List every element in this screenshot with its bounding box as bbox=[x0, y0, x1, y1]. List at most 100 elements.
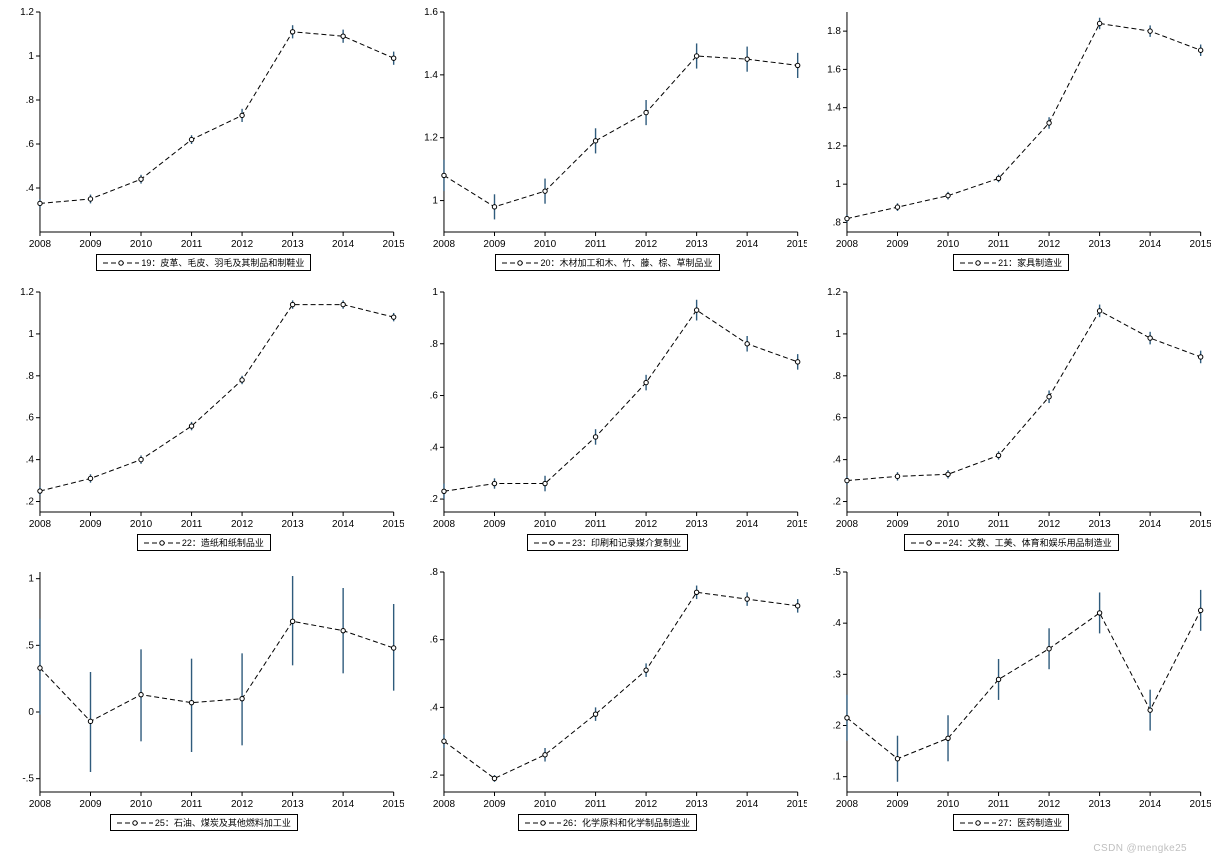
x-tick-label: 2009 bbox=[483, 239, 506, 250]
x-tick-label: 2012 bbox=[1038, 799, 1061, 810]
data-marker bbox=[492, 205, 496, 209]
x-tick-label: 2010 bbox=[130, 799, 153, 810]
data-marker bbox=[240, 378, 244, 382]
data-marker bbox=[845, 478, 849, 482]
data-marker bbox=[946, 193, 950, 197]
panel-p20: 11.21.41.6200820092010201120122013201420… bbox=[408, 4, 808, 280]
legend-label: 22：造纸和纸制品业 bbox=[182, 536, 264, 549]
y-tick-label: .2 bbox=[26, 497, 35, 508]
legend-box: 25：石油、煤炭及其他燃料加工业 bbox=[110, 814, 298, 831]
data-marker bbox=[189, 424, 193, 428]
chart-svg: .2.4.6.820082009201020112012201320142015 bbox=[408, 564, 808, 814]
x-tick-label: 2012 bbox=[635, 799, 658, 810]
series-line bbox=[847, 311, 1201, 481]
y-tick-label: .2 bbox=[429, 770, 438, 781]
data-marker bbox=[38, 666, 42, 670]
data-marker bbox=[38, 201, 42, 205]
panel-p21: .811.21.41.61.82008200920102011201220132… bbox=[811, 4, 1211, 280]
series-line bbox=[40, 305, 394, 491]
legend-label: 26：化学原料和化学制品制造业 bbox=[563, 816, 690, 829]
y-tick-label: .4 bbox=[833, 618, 842, 629]
x-tick-label: 2010 bbox=[937, 799, 960, 810]
y-tick-label: 1 bbox=[836, 329, 842, 340]
x-tick-label: 2013 bbox=[685, 519, 708, 530]
data-marker bbox=[1148, 29, 1152, 33]
x-tick-label: 2009 bbox=[483, 799, 506, 810]
data-marker bbox=[391, 646, 395, 650]
legend-box: 27：医药制造业 bbox=[953, 814, 1069, 831]
x-tick-label: 2013 bbox=[1089, 519, 1112, 530]
data-marker bbox=[997, 176, 1001, 180]
data-marker bbox=[240, 696, 244, 700]
plot-area: .1.2.3.4.5200820092010201120122013201420… bbox=[811, 564, 1211, 814]
x-tick-label: 2015 bbox=[1190, 519, 1211, 530]
data-marker bbox=[795, 63, 799, 67]
x-tick-label: 2011 bbox=[584, 799, 606, 810]
data-marker bbox=[997, 677, 1001, 681]
plot-area: .811.21.41.61.82008200920102011201220132… bbox=[811, 4, 1211, 254]
x-tick-label: 2009 bbox=[887, 799, 910, 810]
legend-symbol bbox=[103, 257, 139, 269]
x-tick-label: 2011 bbox=[584, 239, 606, 250]
data-marker bbox=[845, 216, 849, 220]
plot-area: .4.6.811.2200820092010201120122013201420… bbox=[4, 4, 404, 254]
data-marker bbox=[189, 700, 193, 704]
y-tick-label: .6 bbox=[429, 391, 438, 402]
data-marker bbox=[391, 56, 395, 60]
x-tick-label: 2010 bbox=[937, 239, 960, 250]
data-marker bbox=[542, 753, 546, 757]
x-tick-label: 2014 bbox=[1139, 519, 1162, 530]
y-tick-label: .6 bbox=[26, 139, 35, 150]
series-line bbox=[444, 56, 798, 207]
y-tick-label: .2 bbox=[429, 494, 438, 505]
y-tick-label: -.5 bbox=[22, 774, 34, 785]
x-tick-label: 2008 bbox=[836, 239, 859, 250]
y-tick-label: .6 bbox=[833, 413, 842, 424]
x-tick-label: 2015 bbox=[786, 799, 807, 810]
legend-wrap: 20：木材加工和木、竹、藤、棕、草制品业 bbox=[408, 254, 808, 280]
panel-p25: -.50.51200820092010201120122013201420152… bbox=[4, 564, 404, 840]
data-marker bbox=[290, 30, 294, 34]
legend-label: 24：文教、工美、体育和娱乐用品制造业 bbox=[949, 536, 1112, 549]
data-marker bbox=[896, 205, 900, 209]
legend-label: 20：木材加工和木、竹、藤、棕、草制品业 bbox=[540, 256, 712, 269]
y-tick-label: 1 bbox=[28, 329, 34, 340]
legend-wrap: 21：家具制造业 bbox=[811, 254, 1211, 280]
y-tick-label: 1.2 bbox=[424, 133, 438, 144]
x-tick-label: 2014 bbox=[736, 519, 759, 530]
x-tick-label: 2014 bbox=[332, 799, 355, 810]
y-tick-label: 1 bbox=[28, 51, 34, 62]
data-marker bbox=[542, 189, 546, 193]
data-marker bbox=[391, 315, 395, 319]
y-tick-label: .1 bbox=[833, 772, 842, 783]
chart-svg: .2.4.6.811.22008200920102011201220132014… bbox=[4, 284, 404, 534]
legend-symbol bbox=[525, 817, 561, 829]
x-tick-label: 2012 bbox=[231, 519, 254, 530]
x-tick-label: 2013 bbox=[685, 239, 708, 250]
data-marker bbox=[946, 472, 950, 476]
data-marker bbox=[441, 173, 445, 177]
y-tick-label: .4 bbox=[429, 702, 438, 713]
x-tick-label: 2014 bbox=[736, 239, 759, 250]
data-marker bbox=[745, 57, 749, 61]
legend-symbol bbox=[960, 257, 996, 269]
x-tick-label: 2014 bbox=[736, 799, 759, 810]
x-tick-label: 2011 bbox=[181, 239, 203, 250]
plot-area: -.50.5120082009201020112012201320142015 bbox=[4, 564, 404, 814]
panel-p24: .2.4.6.811.22008200920102011201220132014… bbox=[811, 284, 1211, 560]
data-marker bbox=[1199, 355, 1203, 359]
panel-p26: .2.4.6.820082009201020112012201320142015… bbox=[408, 564, 808, 840]
y-tick-label: .3 bbox=[833, 669, 842, 680]
x-tick-label: 2014 bbox=[332, 519, 355, 530]
plot-area: .2.4.6.812008200920102011201220132014201… bbox=[408, 284, 808, 534]
y-tick-label: .8 bbox=[429, 567, 438, 578]
legend-wrap: 24：文教、工美、体育和娱乐用品制造业 bbox=[811, 534, 1211, 560]
x-tick-label: 2015 bbox=[786, 239, 807, 250]
x-tick-label: 2014 bbox=[1139, 799, 1162, 810]
data-marker bbox=[1148, 708, 1152, 712]
legend-box: 26：化学原料和化学制品制造业 bbox=[518, 814, 697, 831]
y-tick-label: .4 bbox=[833, 455, 842, 466]
legend-label: 27：医药制造业 bbox=[998, 816, 1062, 829]
x-tick-label: 2013 bbox=[282, 239, 305, 250]
y-tick-label: .2 bbox=[833, 720, 842, 731]
